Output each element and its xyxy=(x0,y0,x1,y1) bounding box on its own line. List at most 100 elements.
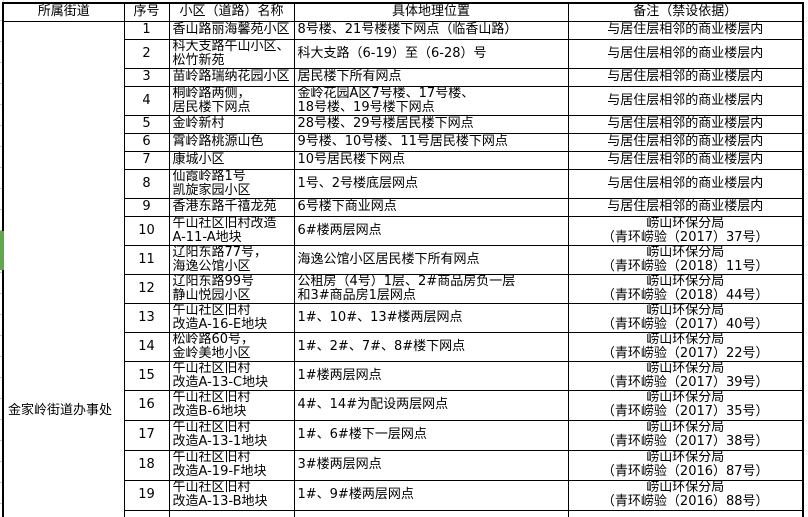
table-row: 9 香港东路千禧龙苑 6号楼下商业网点 与居住层相邻的商业楼层内 xyxy=(3,197,804,217)
table-row: 13 午山社区旧村 改造A-16-E地块 1#、10#、13#楼两层网点 崂山环… xyxy=(3,302,804,333)
remark-cell: 崂山环保分局 （青环崂验（2018）11号） xyxy=(567,244,804,275)
no-cell: 1 xyxy=(123,20,170,40)
name-cell: 午山社区旧村改造 A-11-A地块 xyxy=(168,215,295,246)
remark-cell: 与居住层相邻的商业楼层内 xyxy=(567,20,804,40)
name-cell: 桐岭路两侧， 居民楼下网点 xyxy=(168,85,295,116)
name-cell: 科大支路午山小区、 松竹新苑 xyxy=(168,38,295,69)
location-cell: 10号居民楼下网点 xyxy=(293,150,569,170)
remark-cell: 与居住层相邻的商业楼层内 xyxy=(567,168,804,199)
header-street: 所属街道 xyxy=(2,2,125,22)
name-cell xyxy=(168,509,295,517)
header-remark: 备注（禁设依据） xyxy=(567,2,804,22)
name-cell: 午山社区旧村 改造A-19-F地块 xyxy=(168,449,295,481)
location-cell: 居民楼下所有网点 xyxy=(293,67,569,87)
remark-cell: 崂山环保分局 （青环崂验（2017）39号） xyxy=(567,360,804,391)
remark-cell: 崂山环保分局 （青环崂验（2018）44号） xyxy=(567,273,804,304)
table-row: 19 午山社区旧村 改造A-13-B地块 1#、9#楼两层网点 崂山环保分局 （… xyxy=(3,479,804,511)
no-cell: 19 xyxy=(123,479,170,511)
name-cell: 香港东路千禧龙苑 xyxy=(168,197,295,217)
table-row: 12 辽阳东路99号 静山悦园小区 公租房（4号）1层、2#商品房负一层 和3#… xyxy=(3,273,804,304)
no-cell: 2 xyxy=(123,38,170,69)
location-cell: 6#楼两层网点 xyxy=(293,215,569,246)
name-cell: 午山社区旧村 改造B-6地块 xyxy=(168,389,295,421)
name-cell: 辽阳东路99号 静山悦园小区 xyxy=(168,273,295,304)
header-location: 具体地理位置 xyxy=(293,2,569,22)
table-row: 4 桐岭路两侧， 居民楼下网点 金岭花园A区7号楼、17号楼、 18号楼、19号… xyxy=(3,85,804,116)
remark-cell: 与居住层相邻的商业楼层内 xyxy=(567,85,804,116)
header-row: 所属街道 序号 小区（道路）名称 具体地理位置 备注（禁设依据） xyxy=(2,2,804,22)
name-cell: 午山社区旧村 改造A-16-E地块 xyxy=(168,302,295,333)
name-cell: 午山社区旧村 改造A-13-C地块 xyxy=(168,360,295,391)
remark-cell xyxy=(567,509,804,517)
location-cell: 3#楼两层网点 xyxy=(293,449,569,481)
remark-cell: 与居住层相邻的商业楼层内 xyxy=(567,197,804,217)
location-cell: 1#楼两层网点 xyxy=(293,360,569,391)
name-cell: 金岭新村 xyxy=(168,114,295,134)
name-cell: 香山路丽海馨苑小区 xyxy=(168,20,295,40)
no-cell: 3 xyxy=(123,67,170,87)
table-row: 5 金岭新村 28号楼、29号楼居民楼下网点 与居住层相邻的商业楼层内 xyxy=(3,114,804,134)
location-cell: 1#、2#、7#、8#楼下网点 xyxy=(293,331,569,362)
name-cell: 午山社区旧村 改造A-13-1地块 xyxy=(168,419,295,451)
table-row: 7 康城小区 10号居民楼下网点 与居住层相邻的商业楼层内 xyxy=(3,150,804,170)
remark-cell: 与居住层相邻的商业楼层内 xyxy=(567,38,804,69)
no-cell: 14 xyxy=(123,331,170,362)
remark-cell: 与居住层相邻的商业楼层内 xyxy=(567,150,804,170)
remark-cell: 崂山环保分局 （青环崂验（2017）38号） xyxy=(567,419,804,451)
no-cell: 17 xyxy=(123,419,170,451)
location-cell: 1号、2号楼底层网点 xyxy=(293,168,569,199)
remark-cell: 与居住层相邻的商业楼层内 xyxy=(567,114,804,134)
no-cell: 4 xyxy=(123,85,170,116)
selection-indicator xyxy=(0,231,4,270)
name-cell: 霄岭路桃源山色 xyxy=(168,132,295,152)
header-name: 小区（道路）名称 xyxy=(168,2,295,22)
no-cell: 6 xyxy=(123,132,170,152)
table-row: 11 辽阳东路77号， 海逸公馆小区 海逸公馆小区居民楼下所有网点 崂山环保分局… xyxy=(3,244,804,275)
no-cell xyxy=(123,509,170,517)
location-cell: 公租房（4号）1层、2#商品房负一层 和3#商品房1层网点 xyxy=(293,273,569,304)
no-cell: 15 xyxy=(123,360,170,391)
table-row: 16 午山社区旧村 改造B-6地块 4#、14#为配设两层网点 崂山环保分局 （… xyxy=(3,389,804,421)
location-cell: 1#、9#楼两层网点 xyxy=(293,479,569,511)
location-cell: 科大支路（6-19）至（6-28）号 xyxy=(293,38,569,69)
name-cell: 苗岭路瑞纳花园小区 xyxy=(168,67,295,87)
no-cell: 13 xyxy=(123,302,170,333)
no-cell: 10 xyxy=(123,215,170,246)
no-cell: 9 xyxy=(123,197,170,217)
name-cell: 辽阳东路77号， 海逸公馆小区 xyxy=(168,244,295,275)
remark-cell: 与居住层相邻的商业楼层内 xyxy=(567,67,804,87)
no-cell: 11 xyxy=(123,244,170,275)
table-row: 8 仙霞岭路1号 凯旋家园小区 1号、2号楼底层网点 与居住层相邻的商业楼层内 xyxy=(3,168,804,199)
street-office-cell: 金家岭街道办事处 xyxy=(2,20,125,517)
name-cell: 松岭路60号， 金岭美地小区 xyxy=(168,331,295,362)
no-cell: 12 xyxy=(123,273,170,304)
location-cell: 8号楼、21号楼楼下网点（临香山路） xyxy=(293,20,569,40)
no-cell: 8 xyxy=(123,168,170,199)
table-row: 3 苗岭路瑞纳花园小区 居民楼下所有网点 与居住层相邻的商业楼层内 xyxy=(3,67,804,87)
name-cell: 午山社区旧村 改造A-13-B地块 xyxy=(168,479,295,511)
table-row: 6 霄岭路桃源山色 9号楼、10号楼、11号居民楼下网点 与居住层相邻的商业楼层… xyxy=(3,132,804,152)
location-cell: 海逸公馆小区居民楼下所有网点 xyxy=(293,244,569,275)
remark-cell: 崂山环保分局 （青环崂验（2016）88号） xyxy=(567,479,804,511)
partial-bottom-row xyxy=(3,509,804,517)
name-cell: 康城小区 xyxy=(168,150,295,170)
location-cell: 1#、6#楼下一层网点 xyxy=(293,419,569,451)
remark-cell: 崂山环保分局 （青环崂验（2017）22号） xyxy=(567,331,804,362)
remark-cell: 崂山环保分局 （青环崂验（2017）40号） xyxy=(567,302,804,333)
table-row: 10 午山社区旧村改造 A-11-A地块 6#楼两层网点 崂山环保分局 （青环崂… xyxy=(3,215,804,246)
no-cell: 5 xyxy=(123,114,170,134)
remark-cell: 崂山环保分局 （青环崂验（2017）35号） xyxy=(567,389,804,421)
location-cell: 28号楼、29号楼居民楼下网点 xyxy=(293,114,569,134)
no-cell: 16 xyxy=(123,389,170,421)
remark-cell: 崂山环保分局 （青环崂验（2017）37号） xyxy=(567,215,804,246)
table-row: 15 午山社区旧村 改造A-13-C地块 1#楼两层网点 崂山环保分局 （青环崂… xyxy=(3,360,804,391)
remark-cell: 与居住层相邻的商业楼层内 xyxy=(567,132,804,152)
remark-cell: 崂山环保分局 （青环崂验（2016）87号） xyxy=(567,449,804,481)
name-cell: 仙霞岭路1号 凯旋家园小区 xyxy=(168,168,295,199)
location-cell: 1#、10#、13#楼两层网点 xyxy=(293,302,569,333)
no-cell: 7 xyxy=(123,150,170,170)
location-cell xyxy=(293,509,569,517)
location-cell: 4#、14#为配设两层网点 xyxy=(293,389,569,421)
